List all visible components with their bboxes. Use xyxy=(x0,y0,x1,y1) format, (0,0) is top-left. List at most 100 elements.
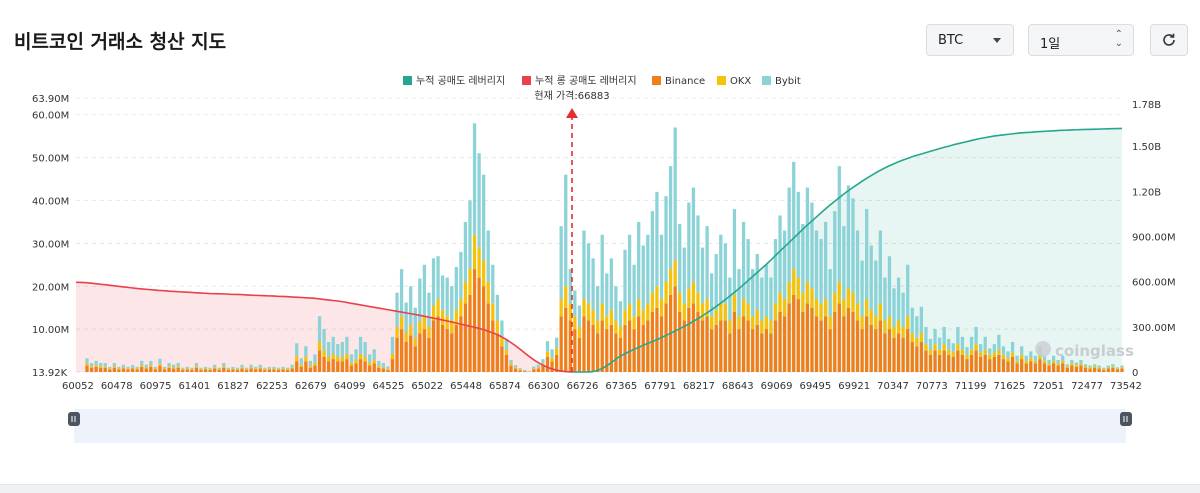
binance-bar xyxy=(213,369,216,372)
okx-bar xyxy=(395,327,398,338)
binance-bar xyxy=(596,333,599,372)
binance-bar xyxy=(902,338,905,372)
period-select[interactable]: 1일 ⌃⌄ xyxy=(1028,24,1134,56)
okx-bar xyxy=(628,303,631,320)
binance-bar xyxy=(874,329,877,372)
x-tick: 64099 xyxy=(334,381,366,392)
x-tick: 66726 xyxy=(567,381,599,392)
okx-bar xyxy=(199,369,202,370)
bybit-bar xyxy=(842,226,845,299)
okx-bar xyxy=(660,299,663,316)
slider-handle-left[interactable] xyxy=(68,412,80,426)
okx-bar xyxy=(974,344,977,350)
okx-bar xyxy=(605,316,608,329)
okx-bar xyxy=(295,356,298,361)
binance-bar xyxy=(1015,363,1018,372)
binance-bar xyxy=(746,321,749,372)
okx-bar xyxy=(929,350,932,355)
binance-bar xyxy=(920,342,923,372)
binance-bar xyxy=(1093,368,1096,372)
okx-bar xyxy=(291,367,294,368)
y-left-tick: 60.00M xyxy=(32,111,69,122)
okx-bar xyxy=(633,316,636,329)
okx-bar xyxy=(491,303,494,320)
binance-bar xyxy=(199,370,202,372)
x-tick: 62679 xyxy=(295,381,327,392)
binance-bar xyxy=(546,357,549,372)
okx-bar xyxy=(322,351,325,357)
bybit-bar xyxy=(619,301,622,327)
okx-bar xyxy=(354,360,357,363)
okx-bar xyxy=(414,338,417,347)
okx-bar xyxy=(902,327,905,338)
binance-bar xyxy=(177,368,180,372)
binance-bar xyxy=(915,346,918,372)
okx-bar xyxy=(277,369,280,370)
liquidation-chart: 현재 가격:66883 13.92K10.00M20.00M30.00M40.0… xyxy=(0,62,1200,482)
okx-bar xyxy=(733,295,736,312)
binance-bar xyxy=(1111,368,1114,372)
binance-bar xyxy=(974,351,977,372)
binance-bar xyxy=(769,333,772,372)
bybit-bar xyxy=(824,222,827,299)
binance-bar xyxy=(167,368,170,372)
okx-bar xyxy=(213,367,216,368)
refresh-button[interactable] xyxy=(1150,24,1188,56)
bybit-bar xyxy=(1084,364,1087,366)
legend-short-cum-swatch xyxy=(403,76,412,85)
bybit-bar xyxy=(1006,351,1009,357)
bybit-bar xyxy=(304,346,307,357)
okx-bar xyxy=(1093,366,1096,367)
okx-bar xyxy=(924,344,927,350)
okx-bar xyxy=(1020,355,1023,359)
okx-bar xyxy=(1015,361,1018,364)
bybit-bar xyxy=(491,265,494,304)
bybit-bar xyxy=(674,128,677,261)
y-right-tick: 1.78B xyxy=(1132,100,1161,111)
bybit-bar xyxy=(523,370,526,371)
okx-bar xyxy=(892,327,895,338)
bybit-bar xyxy=(892,288,895,327)
okx-bar xyxy=(564,286,567,307)
okx-bar xyxy=(906,316,909,329)
binance-bar xyxy=(892,338,895,372)
binance-bar xyxy=(1006,361,1009,372)
bybit-bar xyxy=(719,235,722,304)
binance-bar xyxy=(350,366,353,372)
binance-bar xyxy=(1038,359,1041,372)
x-tick: 61401 xyxy=(178,381,210,392)
watermark-text: coinglass xyxy=(1055,342,1134,360)
okx-bar xyxy=(692,282,695,303)
binance-bar xyxy=(705,316,708,372)
okx-bar xyxy=(829,316,832,329)
bybit-bar xyxy=(1116,367,1119,368)
bybit-bar xyxy=(272,367,275,369)
binance-bar xyxy=(99,368,102,372)
bybit-bar xyxy=(386,366,389,369)
binance-bar xyxy=(715,325,718,372)
binance-bar xyxy=(573,329,576,372)
slider-handle-right[interactable] xyxy=(1120,412,1132,426)
bybit-bar xyxy=(541,359,544,363)
binance-bar xyxy=(436,316,439,372)
binance-bar xyxy=(363,361,366,372)
x-tick: 65448 xyxy=(450,381,482,392)
okx-bar xyxy=(154,369,157,370)
range-slider[interactable] xyxy=(68,409,1132,443)
okx-bar xyxy=(715,310,718,325)
binance-bar xyxy=(145,369,148,372)
bybit-bar xyxy=(701,248,704,304)
binance-bar xyxy=(1057,366,1060,372)
symbol-select[interactable]: BTC xyxy=(926,24,1014,56)
okx-bar xyxy=(664,282,667,303)
bybit-bar xyxy=(1120,366,1123,368)
okx-bar xyxy=(113,366,116,367)
okx-bar xyxy=(300,365,303,367)
okx-bar xyxy=(879,303,882,320)
okx-bar xyxy=(309,366,312,368)
binance-bar xyxy=(851,312,854,372)
okx-bar xyxy=(792,269,795,295)
binance-bar xyxy=(1088,369,1091,372)
okx-bar xyxy=(245,369,248,370)
slider-track[interactable] xyxy=(74,409,1126,443)
